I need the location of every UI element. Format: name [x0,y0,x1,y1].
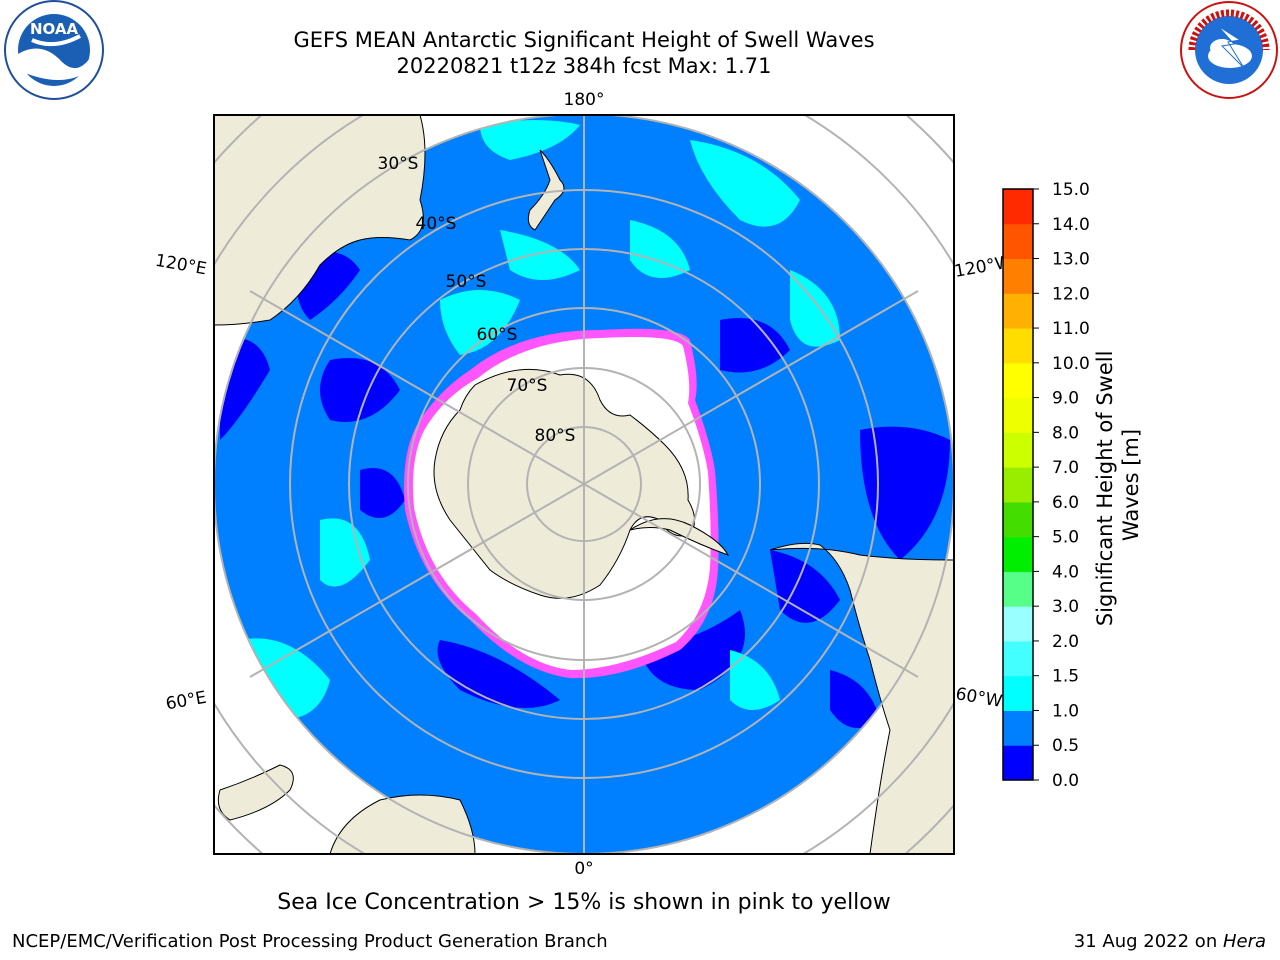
map-frame [213,114,955,855]
lat-label-70s: 70°S [507,376,548,396]
colorbar-swatch [1003,640,1033,677]
colorbar-swatch [1003,536,1033,572]
lat-label-30s: 30°S [378,154,419,174]
footer-date: 31 Aug 2022 on Hera [1074,931,1266,952]
lat-label-60s: 60°S [477,325,518,345]
colorbar-swatch [1003,432,1033,468]
colorbar-swatch [1003,258,1033,294]
colorbar-swatch [1003,710,1033,746]
colorbar-tick-label: 8.0 [1052,423,1079,443]
colorbar-swatch [1003,293,1033,329]
colorbar-frame [1002,188,1034,781]
national-weather-service-logo-icon [1180,1,1278,99]
colorbar-tick-label: 1.0 [1052,701,1079,721]
antarctica-landmass [433,368,695,599]
lon-label-180: 180° [564,90,605,110]
colorbar-swatch [1003,223,1033,260]
footer-machine: Hera [1222,931,1266,952]
colorbar-tick-label: 11.0 [1052,319,1090,339]
colorbar-swatch [1003,606,1033,642]
colorbar-tick-label: 9.0 [1052,389,1079,409]
colorbar-swatch [1003,362,1033,399]
colorbar-tick-label: 3.0 [1052,597,1079,617]
colorbar-swatch [1003,328,1033,364]
colorbar-tick-label: 10.0 [1052,354,1090,374]
colorbar-swatch [1003,501,1033,538]
colorbar-swatch [1003,189,1033,225]
colorbar-swatch [1003,571,1033,607]
colorbar-tick-label: 0.5 [1052,736,1079,756]
colorbar-swatch [1003,745,1033,781]
lat-label-50s: 50°S [446,272,487,292]
colorbar-tick-label: 4.0 [1052,562,1079,582]
colorbar-swatch [1003,467,1033,503]
continents [214,115,954,854]
colorbar-label: Significant Height of Swell Waves [m] [1093,344,1143,626]
noaa-logo-icon: NOAA [4,0,104,100]
colorbar-tick-label: 12.0 [1052,284,1090,304]
colorbar-tick-label: 14.0 [1052,215,1090,235]
colorbar-tick-label: 13.0 [1052,250,1090,270]
noaa-logo-text: NOAA [30,20,79,38]
sea-ice-note: Sea Ice Concentration > 15% is shown in … [277,890,891,915]
map-title: GEFS MEAN Antarctic Significant Height o… [293,28,875,52]
colorbar-tick-label: 0.0 [1052,771,1079,791]
colorbar-tick-label: 5.0 [1052,528,1079,548]
footer-credit: NCEP/EMC/Verification Post Processing Pr… [12,931,608,952]
map-subtitle: 20220821 t12z 384h fcst Max: 1.71 [396,54,772,78]
moderate-swell-patches [240,120,840,720]
colorbar-tick-label: 1.5 [1052,667,1079,687]
lon-label-0: 0° [574,859,593,879]
graticule [214,115,954,854]
colorbar-tick-label: 6.0 [1052,493,1079,513]
colorbar-swatch [1003,397,1033,433]
footer-date-text: 31 Aug 2022 on [1073,931,1223,952]
lat-label-40s: 40°S [416,214,457,234]
colorbar-swatch [1003,675,1033,711]
colorbar-tick-label: 15.0 [1052,180,1090,200]
colorbar-tick-label: 7.0 [1052,458,1079,478]
colorbar-tick-label: 2.0 [1052,632,1079,652]
lat-label-80s: 80°S [535,426,576,446]
